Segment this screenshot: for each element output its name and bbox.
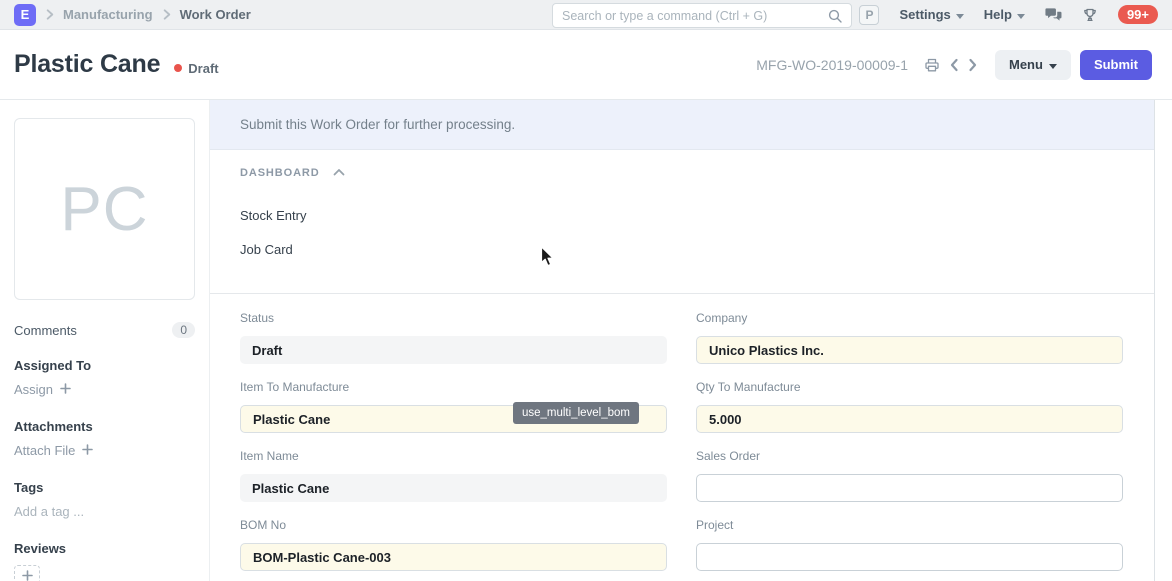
item-name-label: Item Name <box>240 449 299 463</box>
help-dropdown[interactable]: Help <box>984 7 1025 22</box>
attach-file-button[interactable]: Attach File <box>14 443 195 458</box>
dashboard-toggle[interactable]: DASHBOARD <box>240 167 1124 179</box>
reviews-heading: Reviews <box>14 541 67 556</box>
sales-order-label: Sales Order <box>696 449 761 463</box>
company-label: Company <box>696 311 748 325</box>
item-to-manufacture-label: Item To Manufacture <box>240 380 350 394</box>
comments-row: Comments 0 <box>14 322 195 338</box>
caret-down-icon <box>955 7 964 22</box>
menu-button[interactable]: Menu <box>994 49 1071 80</box>
status-field-label: Status <box>240 311 275 325</box>
chevron-right-icon <box>160 8 173 21</box>
breadcrumb-work-order[interactable]: Work Order <box>179 7 251 22</box>
bom-no-field-group: BOM No BOM-Plastic Cane-003 <box>240 517 667 571</box>
assign-label: Assign <box>14 382 54 397</box>
item-name-value: Plastic Cane <box>240 474 667 502</box>
print-icon[interactable] <box>922 55 942 75</box>
status-dot-icon <box>174 64 183 72</box>
trophy-icon[interactable] <box>1082 7 1098 23</box>
status-field-group: Status Draft <box>240 310 667 364</box>
status-field-value: Draft <box>240 336 667 364</box>
content: PC Comments 0 Assigned To Assign Attachm… <box>0 100 1172 581</box>
document-id: MFG-WO-2019-00009-1 <box>756 56 908 73</box>
qty-to-manufacture-label: Qty To Manufacture <box>696 380 801 394</box>
user-avatar[interactable]: P <box>859 4 880 25</box>
qty-to-manufacture-field-group: Qty To Manufacture 5.000 <box>696 379 1123 433</box>
company-field-group: Company Unico Plastics Inc. <box>696 310 1123 364</box>
add-review-button[interactable] <box>14 565 40 581</box>
sales-order-input[interactable] <box>696 474 1123 502</box>
breadcrumb-manufacturing[interactable]: Manufacturing <box>63 7 153 22</box>
next-document-icon[interactable] <box>966 56 980 74</box>
navbar: E Manufacturing Work Order P Settings He… <box>0 0 1172 30</box>
bom-no-label: BOM No <box>240 518 287 532</box>
project-field-group: Project <box>696 517 1123 571</box>
search-icon <box>828 9 842 23</box>
settings-label: Settings <box>899 7 951 22</box>
status-label: Draft <box>188 60 219 76</box>
tags-section: Tags Add a tag ... <box>14 480 195 519</box>
caret-down-icon <box>1016 7 1025 22</box>
project-input[interactable] <box>696 543 1123 571</box>
field-tooltip: use_multi_level_bom <box>512 402 639 424</box>
bom-no-input[interactable]: BOM-Plastic Cane-003 <box>240 543 667 571</box>
image-upload-placeholder[interactable]: PC <box>14 118 195 300</box>
dashboard-section: DASHBOARD Stock Entry Job Card <box>210 150 1154 294</box>
form-column-left: Status Draft Item To Manufacture Plastic… <box>240 310 667 581</box>
project-label: Project <box>696 518 734 532</box>
chat-icon[interactable] <box>1045 7 1062 22</box>
submit-banner: Submit this Work Order for further proce… <box>210 100 1154 150</box>
search-input[interactable] <box>562 8 828 23</box>
item-name-field-group: Item Name Plastic Cane <box>240 448 667 502</box>
prev-document-icon[interactable] <box>947 56 961 74</box>
form-main: Submit this Work Order for further proce… <box>210 100 1155 581</box>
plus-icon <box>21 568 33 581</box>
attachments-heading: Attachments <box>14 419 93 434</box>
plus-icon <box>82 443 94 458</box>
navbar-right: P Settings Help 99+ <box>859 4 1158 25</box>
user-initial: P <box>865 7 874 22</box>
app-logo[interactable]: E <box>14 3 36 26</box>
reviews-section: Reviews <box>14 541 195 581</box>
sales-order-field-group: Sales Order <box>696 448 1123 502</box>
chevron-up-icon <box>333 167 345 179</box>
menu-button-label: Menu <box>1008 57 1043 72</box>
page-header: Plastic Cane Draft MFG-WO-2019-00009-1 M… <box>0 30 1172 100</box>
qty-to-manufacture-input[interactable]: 5.000 <box>696 405 1123 433</box>
app-logo-letter: E <box>20 7 30 22</box>
attach-file-label: Attach File <box>14 443 76 458</box>
status-indicator: Draft <box>174 60 219 76</box>
comments-count-badge: 0 <box>172 322 195 338</box>
form-sidebar: PC Comments 0 Assigned To Assign Attachm… <box>0 100 210 581</box>
submit-button[interactable]: Submit <box>1079 49 1152 80</box>
form-column-right: Company Unico Plastics Inc. Qty To Manuf… <box>696 310 1123 581</box>
assigned-to-heading: Assigned To <box>14 358 92 373</box>
plus-icon <box>60 382 71 397</box>
assigned-to-section: Assigned To Assign <box>14 358 195 397</box>
settings-dropdown[interactable]: Settings <box>899 7 964 22</box>
global-search <box>552 3 852 28</box>
header-actions: MFG-WO-2019-00009-1 Menu Submit <box>756 49 1152 80</box>
page-title: Plastic Cane <box>14 50 161 78</box>
chevron-right-icon <box>43 8 56 21</box>
dashboard-link-job-card[interactable]: Job Card <box>240 242 293 257</box>
notifications-badge[interactable]: 99+ <box>1117 5 1158 24</box>
assign-button[interactable]: Assign <box>14 382 195 397</box>
dashboard-link-stock-entry[interactable]: Stock Entry <box>240 208 307 223</box>
attachments-section: Attachments Attach File <box>14 419 195 458</box>
caret-down-icon <box>1048 57 1057 72</box>
tags-heading: Tags <box>14 480 44 495</box>
company-input[interactable]: Unico Plastics Inc. <box>696 336 1123 364</box>
form-fields: Status Draft Item To Manufacture Plastic… <box>210 294 1154 581</box>
dashboard-heading: DASHBOARD <box>240 167 320 179</box>
comments-link[interactable]: Comments <box>14 322 77 338</box>
image-initials: PC <box>60 174 149 244</box>
help-label: Help <box>983 7 1012 22</box>
add-tag-input[interactable]: Add a tag ... <box>14 504 85 519</box>
